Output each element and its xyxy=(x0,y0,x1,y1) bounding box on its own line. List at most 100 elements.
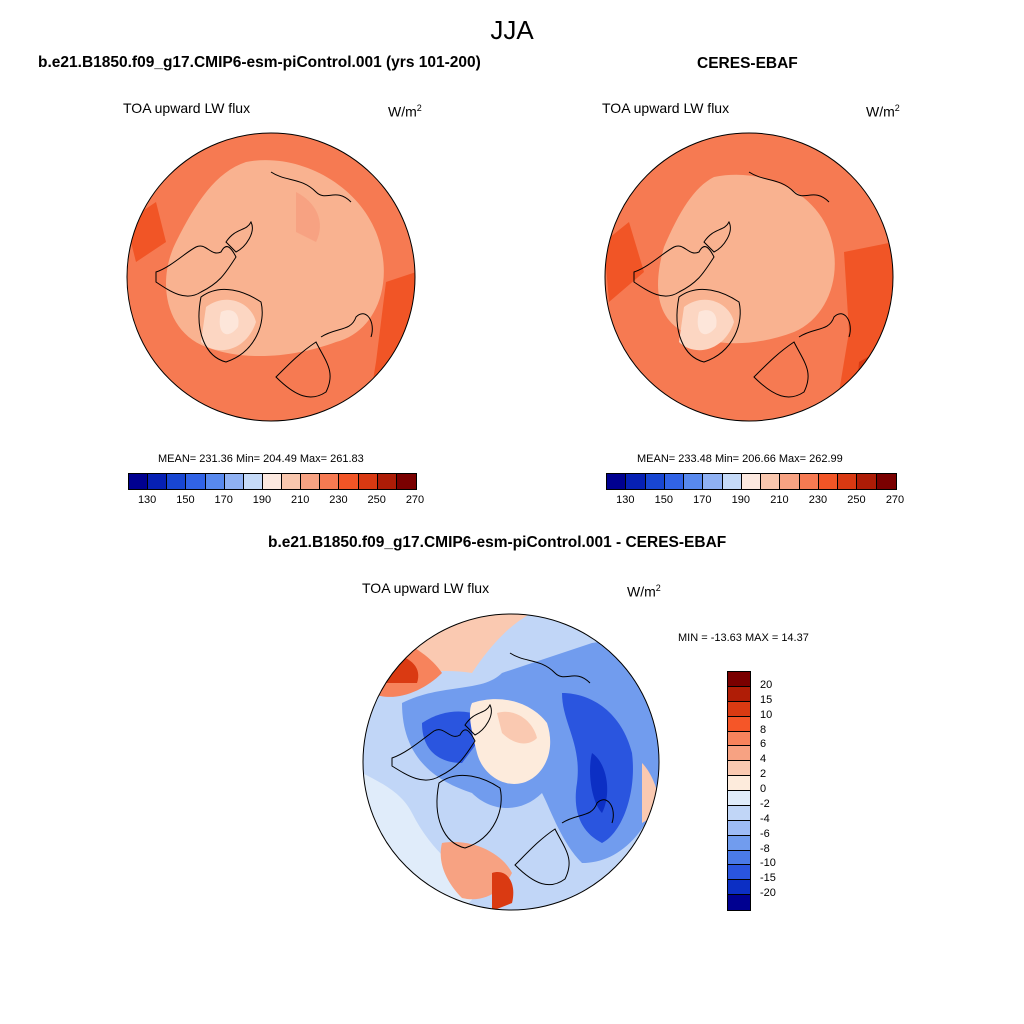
model-colorbar-tick-label: 270 xyxy=(405,494,425,506)
diff-colorbar-tick-label: 8 xyxy=(760,723,767,736)
obs-colorbar-box xyxy=(857,474,877,489)
obs-colorbar-box xyxy=(607,474,627,489)
model-map-border xyxy=(126,132,416,422)
model-colorbar-box xyxy=(186,474,206,489)
model-colorbar-box xyxy=(377,474,397,489)
diff-colorbar-box xyxy=(728,835,750,851)
model-panel-heading: b.e21.B1850.f09_g17.CMIP6-esm-piControl.… xyxy=(38,54,481,71)
model-colorbar-tick-label: 210 xyxy=(291,494,310,506)
obs-colorbar-box xyxy=(780,474,800,489)
obs-stats: MEAN= 233.48 Min= 206.66 Max= 262.99 xyxy=(637,453,843,465)
obs-colorbar-tick-label: 270 xyxy=(885,494,905,506)
model-colorbar-box xyxy=(301,474,321,489)
model-colorbar-box xyxy=(396,474,416,489)
diff-colorbar-box xyxy=(728,865,750,881)
model-colorbar-tick-label: 170 xyxy=(214,494,233,506)
model-colorbar-box xyxy=(243,474,263,489)
diff-panel-heading: b.e21.B1850.f09_g17.CMIP6-esm-piControl.… xyxy=(268,534,727,551)
model-colorbar-box xyxy=(224,474,244,489)
diff-colorbar-box xyxy=(728,776,750,791)
model-coastlines xyxy=(155,171,373,398)
obs-colorbar-tick-label: 150 xyxy=(654,494,673,506)
diff-colorbar-tick-label: -8 xyxy=(760,842,770,855)
diff-colorbar-tick-label: 2 xyxy=(760,768,767,781)
model-polar-map xyxy=(126,132,416,422)
model-colorbar-tick-label: 230 xyxy=(329,494,348,506)
model-colorbar-box xyxy=(358,474,378,489)
model-colorbar-box xyxy=(205,474,225,489)
model-colorbar-tick-label: 150 xyxy=(176,494,195,506)
obs-variable-label: TOA upward LW flux xyxy=(602,100,730,116)
obs-panel-heading: CERES-EBAF xyxy=(697,55,798,72)
model-colorbar-tick-label: 130 xyxy=(137,494,157,506)
diff-stats: MIN = -13.63 MAX = 14.37 xyxy=(678,632,809,644)
diff-colorbar-box xyxy=(728,746,750,762)
obs-colorbar-tick-label: 210 xyxy=(770,494,789,506)
obs-colorbar-box xyxy=(703,474,723,489)
diff-units-label: W/m2 xyxy=(627,583,661,600)
obs-colorbar-box xyxy=(626,474,646,489)
model-colorbar-box xyxy=(262,474,282,489)
model-colorbar-tick-label: 190 xyxy=(252,494,272,506)
model-colorbar-box xyxy=(148,474,168,489)
obs-colorbar-box xyxy=(799,474,819,489)
diff-colorbar-box xyxy=(728,895,750,910)
diff-coastlines xyxy=(391,652,614,886)
obs-colorbar-box xyxy=(838,474,858,489)
diff-colorbar-tick-label: 15 xyxy=(760,693,773,706)
obs-colorbar-box xyxy=(645,474,665,489)
model-units-label: W/m2 xyxy=(388,103,422,120)
diff-colorbar xyxy=(727,671,751,911)
diff-colorbar-tick-label: -20 xyxy=(760,887,776,900)
obs-map-border xyxy=(604,132,894,422)
obs-colorbar-tick-label: 130 xyxy=(616,494,635,506)
obs-colorbar-box xyxy=(684,474,704,489)
obs-colorbar-tick-label: 170 xyxy=(693,494,712,506)
model-colorbar-box xyxy=(282,474,302,489)
diff-colorbar-tick-label: 0 xyxy=(760,783,767,795)
diff-colorbar-box xyxy=(728,880,750,896)
diff-variable-label: TOA upward LW flux xyxy=(362,580,490,596)
diff-colorbar-box xyxy=(728,686,750,702)
diff-polar-map xyxy=(362,613,660,911)
diff-colorbar-tick-label: -4 xyxy=(760,812,770,825)
diff-colorbar-box xyxy=(728,820,750,836)
diff-colorbar-tick-label: 6 xyxy=(760,738,767,751)
diff-colorbar-box xyxy=(728,850,750,866)
figure-title: JJA xyxy=(490,15,534,45)
obs-coastlines xyxy=(633,171,851,398)
model-stats: MEAN= 231.36 Min= 204.49 Max= 261.83 xyxy=(158,453,364,465)
obs-colorbar-tick-label: 250 xyxy=(847,494,866,506)
diff-colorbar-box xyxy=(728,731,750,747)
diff-colorbar-box xyxy=(728,672,750,687)
obs-colorbar-box xyxy=(818,474,839,489)
model-colorbar-box xyxy=(129,474,149,489)
model-colorbar-tick-label: 250 xyxy=(367,494,386,506)
diff-colorbar-tick-label: -6 xyxy=(760,827,770,840)
diff-colorbar-box xyxy=(728,761,750,777)
obs-colorbar-tick-label: 190 xyxy=(731,494,751,506)
obs-colorbar xyxy=(606,473,897,490)
diff-colorbar-tick-label: -15 xyxy=(760,872,776,885)
diff-colorbar-box xyxy=(728,791,750,806)
obs-colorbar-box xyxy=(664,474,685,489)
diff-colorbar-box xyxy=(728,716,750,732)
model-colorbar-box xyxy=(320,474,340,489)
obs-colorbar-box xyxy=(876,474,896,489)
diff-colorbar-tick-label: 4 xyxy=(760,753,767,766)
model-colorbar-box xyxy=(167,474,187,489)
diff-colorbar-tick-label: -2 xyxy=(760,797,770,810)
model-colorbar xyxy=(128,473,417,490)
diff-colorbar-tick-label: 20 xyxy=(760,678,773,691)
obs-colorbar-tick-label: 230 xyxy=(808,494,828,506)
model-colorbar-box xyxy=(339,474,359,489)
diff-colorbar-tick-label: 10 xyxy=(760,708,773,721)
obs-colorbar-box xyxy=(741,474,762,489)
diff-map-border xyxy=(362,613,660,911)
diff-colorbar-box xyxy=(728,701,750,717)
obs-polar-map xyxy=(604,132,894,422)
diff-colorbar-box xyxy=(728,805,750,821)
diff-colorbar-tick-label: -10 xyxy=(760,857,776,870)
obs-colorbar-box xyxy=(761,474,781,489)
